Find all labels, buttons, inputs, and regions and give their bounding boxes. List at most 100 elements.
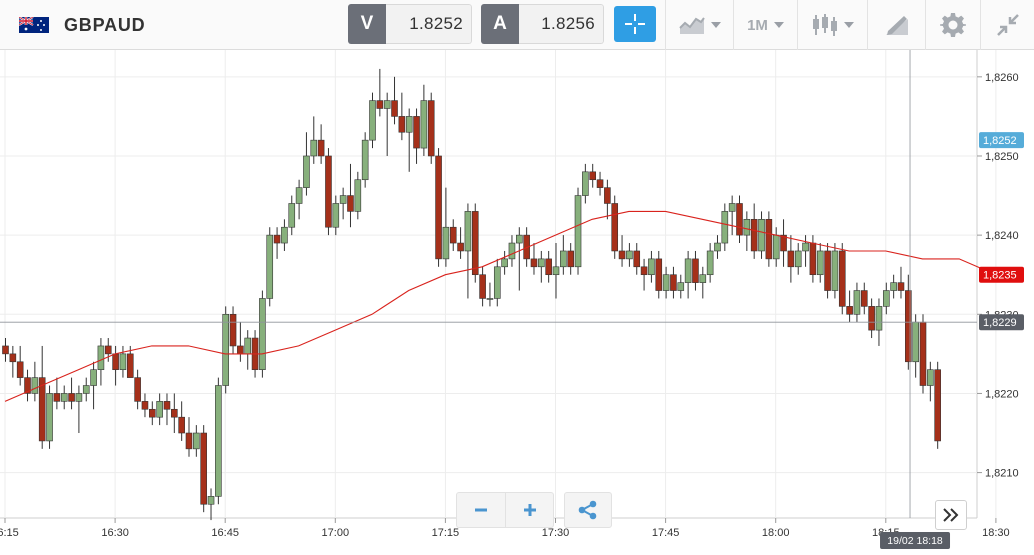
bullish-candle-body bbox=[486, 298, 494, 300]
candle bbox=[200, 425, 207, 513]
candle bbox=[897, 266, 905, 299]
bullish-candle-body bbox=[310, 139, 318, 157]
candle bbox=[134, 369, 141, 410]
x-tick-label: 17:00 bbox=[322, 527, 350, 539]
bid-price-badge: 1,8235 bbox=[979, 266, 1024, 283]
candle bbox=[765, 211, 773, 267]
bullish-candle-body bbox=[442, 226, 450, 260]
bearish-candle-body bbox=[16, 361, 24, 378]
zoom-in-button[interactable] bbox=[505, 493, 553, 527]
collapse-button[interactable] bbox=[980, 0, 1034, 50]
bearish-candle-body bbox=[897, 282, 905, 291]
bullish-candle-body bbox=[266, 234, 274, 299]
candle bbox=[552, 243, 560, 299]
candle bbox=[16, 345, 24, 386]
candle bbox=[787, 235, 795, 283]
crosshair-toggle-button[interactable] bbox=[614, 6, 656, 42]
candle bbox=[567, 243, 574, 275]
candle bbox=[244, 330, 252, 370]
candle bbox=[31, 361, 39, 402]
badge-background bbox=[979, 314, 1024, 331]
settings-button[interactable] bbox=[925, 0, 980, 50]
candle bbox=[772, 227, 780, 267]
bullish-candle-body bbox=[574, 195, 582, 268]
candle bbox=[633, 243, 641, 275]
uk-australia-flag-icon bbox=[19, 17, 49, 33]
buy-price-value: 1.8256 bbox=[519, 4, 604, 44]
candle bbox=[97, 338, 105, 386]
crosshair-time-badge: 19/02 18:18 bbox=[880, 532, 951, 549]
candle bbox=[442, 187, 450, 267]
sell-price-button[interactable]: V 1.8252 bbox=[348, 4, 472, 44]
bearish-candle-body bbox=[413, 116, 420, 149]
candle bbox=[332, 195, 340, 236]
candle bbox=[648, 250, 655, 283]
candle bbox=[24, 369, 31, 402]
bearish-candle-body bbox=[567, 250, 574, 268]
chart-type-dropdown[interactable] bbox=[665, 0, 733, 50]
candle bbox=[2, 338, 9, 362]
share-icon bbox=[578, 500, 597, 520]
candle bbox=[303, 132, 310, 196]
candle bbox=[501, 250, 508, 275]
candle bbox=[229, 306, 237, 354]
candle bbox=[295, 179, 303, 220]
sell-label: V bbox=[348, 4, 386, 44]
candle bbox=[126, 345, 134, 378]
candle bbox=[530, 243, 538, 275]
bearish-candle-body bbox=[780, 234, 787, 252]
bearish-candle-body bbox=[317, 139, 325, 157]
candle bbox=[405, 108, 413, 172]
candle bbox=[838, 243, 846, 315]
bullish-candle-body bbox=[662, 274, 670, 291]
candle bbox=[310, 116, 318, 164]
drawing-tools-button[interactable] bbox=[867, 0, 925, 50]
bearish-candle-body bbox=[141, 401, 149, 410]
candle bbox=[684, 250, 692, 299]
bullish-candle-body bbox=[281, 226, 288, 244]
bullish-candle-body bbox=[648, 258, 655, 276]
chart-toolbar: GBPAUD V 1.8252 A 1.8256 1M bbox=[0, 0, 1034, 50]
share-button[interactable] bbox=[564, 492, 612, 528]
candle bbox=[927, 361, 934, 402]
candle bbox=[273, 227, 281, 259]
bullish-candle-body bbox=[721, 211, 729, 244]
bullish-candle-body bbox=[339, 195, 347, 204]
candle bbox=[90, 361, 97, 410]
candle bbox=[640, 258, 648, 291]
symbol-selector[interactable]: GBPAUD bbox=[0, 0, 342, 50]
bearish-candle-body bbox=[38, 377, 46, 442]
bearish-candle-body bbox=[787, 250, 795, 268]
bearish-candle-body bbox=[905, 290, 912, 363]
bearish-candle-body bbox=[449, 226, 457, 244]
candle bbox=[794, 243, 802, 275]
scroll-to-latest-button[interactable] bbox=[935, 500, 967, 530]
bearish-candle-body bbox=[479, 274, 486, 299]
candle bbox=[714, 235, 721, 259]
candle bbox=[82, 377, 90, 402]
bullish-candle-body bbox=[853, 290, 861, 315]
bearish-candle-body bbox=[163, 401, 171, 410]
candle bbox=[288, 195, 296, 236]
candle bbox=[692, 250, 699, 291]
chevron-down-icon bbox=[773, 22, 784, 28]
candle-style-dropdown[interactable] bbox=[797, 0, 867, 50]
bearish-candle-body bbox=[655, 258, 663, 291]
zoom-out-button[interactable] bbox=[457, 493, 505, 527]
bearish-candle-body bbox=[860, 290, 868, 307]
candle bbox=[853, 282, 861, 323]
moving-average-line bbox=[4, 210, 997, 402]
candle bbox=[171, 393, 178, 434]
candle bbox=[582, 163, 589, 204]
collapse-arrows-icon bbox=[996, 14, 1019, 36]
plus-icon bbox=[523, 504, 536, 516]
timeframe-dropdown[interactable]: 1M bbox=[733, 0, 797, 50]
buy-price-button[interactable]: A 1.8256 bbox=[481, 4, 604, 44]
bullish-candle-body bbox=[758, 219, 765, 252]
candle bbox=[604, 179, 611, 220]
candle bbox=[104, 338, 112, 362]
bearish-candle-body bbox=[670, 274, 677, 291]
candle bbox=[325, 148, 332, 236]
